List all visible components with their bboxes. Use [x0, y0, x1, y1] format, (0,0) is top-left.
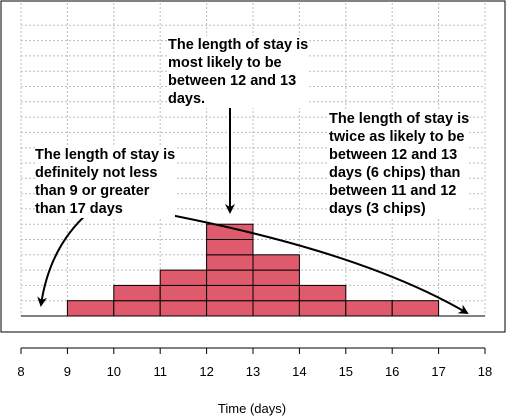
bar-9-10	[66, 300, 115, 317]
chip	[391, 300, 440, 317]
x-tick-label: 18	[478, 364, 492, 379]
chip	[206, 239, 254, 256]
chip	[345, 300, 393, 317]
bar-10-11	[113, 284, 161, 317]
chip	[113, 300, 161, 317]
annotation-line: between 12 and 13	[329, 147, 458, 163]
x-tick-label: 12	[199, 364, 213, 379]
annotation-definitely-not: The length of stay is definitely not les…	[35, 146, 176, 218]
annotation-line: The length of stay is	[35, 147, 176, 163]
annotation-line: than 17 days	[35, 201, 123, 217]
chip	[206, 269, 254, 286]
annotation-line: days (6 chips) than	[329, 165, 461, 181]
bar-11-12	[159, 269, 208, 317]
bar-15-16	[345, 300, 393, 317]
annotation-line: than 9 or greater	[35, 183, 150, 199]
x-tick-label: 14	[292, 364, 306, 379]
annotation-most-likely: The length of stay is most likely to be …	[168, 36, 309, 108]
chip	[206, 254, 254, 271]
chip	[159, 269, 208, 286]
x-tick-label: 8	[17, 364, 24, 379]
chip	[66, 300, 115, 317]
annotation-line: days.	[168, 91, 206, 107]
x-axis-title: Time (days)	[218, 401, 286, 416]
bar-16-17	[391, 300, 440, 317]
x-tick-label: 17	[431, 364, 445, 379]
annotation-line: The length of stay is	[329, 111, 470, 127]
chip	[159, 284, 208, 302]
bar-13-14	[252, 254, 300, 317]
annotation-line: most likely to be	[168, 55, 282, 71]
x-axis: 8 9 10 11 12 13 14 15 16 17 18	[17, 347, 492, 379]
x-tick-label: 15	[339, 364, 353, 379]
chip	[206, 223, 254, 240]
x-tick-label: 16	[385, 364, 399, 379]
chip	[206, 284, 254, 302]
annotation-line: between 11 and 12	[329, 183, 457, 199]
chip	[252, 254, 300, 271]
annotation-line: between 12 and 13	[168, 73, 297, 89]
x-tick-label: 10	[107, 364, 121, 379]
chip	[252, 269, 300, 286]
chip	[252, 300, 300, 317]
chip	[298, 300, 347, 317]
x-tick-label: 9	[64, 364, 71, 379]
arrow-twice-as-likely	[154, 211, 469, 315]
annotation-line: twice as likely to be	[329, 129, 465, 145]
annotation-line: The length of stay is	[168, 37, 309, 53]
annotation-arrows	[37, 104, 469, 315]
x-tick-label: 11	[153, 364, 167, 379]
annotation-line: definitely not less	[35, 165, 158, 181]
bars	[66, 223, 440, 317]
chip	[206, 300, 254, 317]
annotation-line: days (3 chips)	[329, 201, 426, 217]
x-tick-label: 13	[246, 364, 260, 379]
arrow-definitely-not	[37, 212, 89, 307]
chip	[113, 284, 161, 302]
chip	[298, 284, 347, 302]
bar-14-15	[298, 284, 347, 317]
annotation-twice-as-likely: The length of stay is twice as likely to…	[329, 110, 470, 218]
chip	[159, 300, 208, 317]
bar-12-13	[206, 223, 254, 317]
chip	[252, 284, 300, 302]
